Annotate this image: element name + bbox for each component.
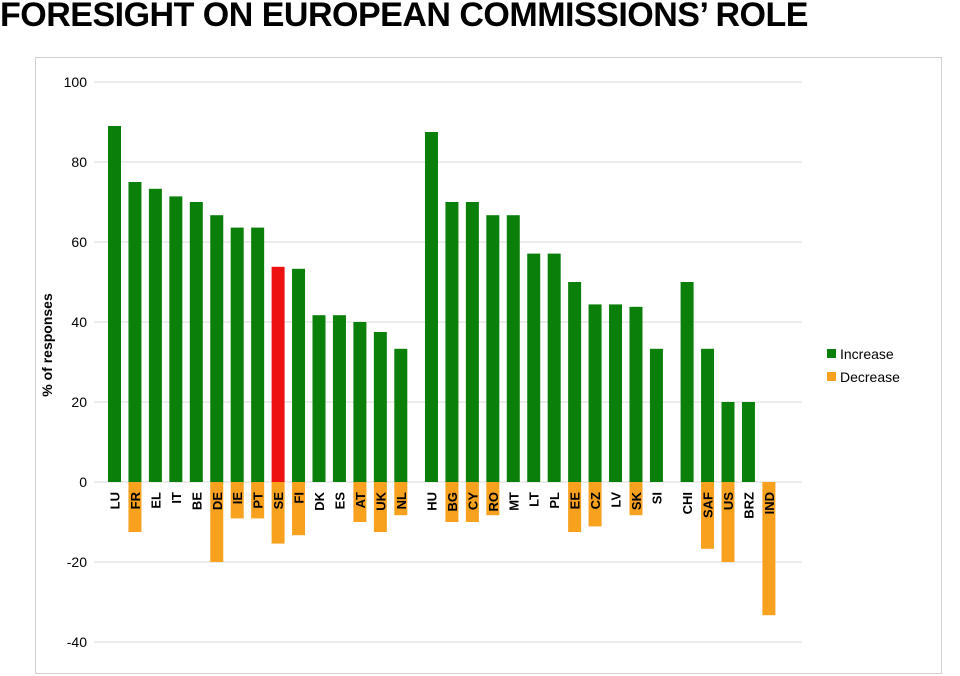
- category-label: CZ: [588, 492, 603, 509]
- chart-frame: 100 80 60 40 20 0 -20 -40 LU FR EL IT BE DE IE PT SE FI D…: [35, 57, 942, 674]
- bar-increase-be: [189, 202, 203, 482]
- bar-increase-cz: [588, 304, 602, 482]
- bar-increase-lu: [108, 126, 121, 482]
- y-tick-label: 20: [71, 394, 87, 410]
- y-tick-label: 60: [71, 234, 87, 250]
- bar-decrease-fi: [292, 482, 306, 536]
- bar-increase-saf: [701, 348, 715, 482]
- bar-increase-pt: [251, 227, 265, 482]
- y-tick-label: 80: [71, 154, 87, 170]
- category-label: EE: [568, 492, 583, 510]
- bar-decrease-ind: [762, 482, 776, 616]
- category-label: UK: [373, 491, 388, 510]
- bar-increase-it: [169, 196, 183, 482]
- bar-decrease-bg: [445, 482, 459, 522]
- bar-decrease-cz: [588, 482, 602, 527]
- category-label: PT: [251, 492, 266, 509]
- y-axis-title: % of responses: [39, 293, 55, 397]
- bar-decrease-ro: [486, 482, 500, 516]
- bar-increase-at: [353, 322, 367, 482]
- bar-increase-chi: [680, 282, 694, 482]
- category-label: HU: [424, 492, 439, 511]
- bar-increase-fi: [292, 268, 306, 482]
- bar-decrease-nl: [394, 482, 408, 516]
- y-tick-label: -40: [67, 634, 87, 650]
- bar-decrease-us: [721, 482, 735, 562]
- bar-increase-si: [649, 348, 663, 482]
- category-label: RO: [486, 492, 501, 512]
- y-tick-label: 40: [71, 314, 87, 330]
- category-label: DK: [312, 491, 327, 510]
- category-label: DE: [210, 492, 225, 510]
- bar-increase-bg: [445, 202, 459, 482]
- bar-decrease-saf: [701, 482, 715, 549]
- category-label: SK: [629, 491, 644, 510]
- bar-chart: 100 80 60 40 20 0 -20 -40 LU FR EL IT BE DE IE PT SE FI D…: [39, 74, 900, 650]
- category-label: SAF: [701, 492, 716, 518]
- category-label: BG: [445, 492, 460, 512]
- bar-decrease-de: [210, 482, 224, 562]
- category-label: LV: [609, 492, 624, 508]
- category-label: CHI: [680, 492, 695, 514]
- bar-increase-brz: [741, 402, 755, 482]
- category-label: SE: [271, 492, 286, 510]
- legend-label-increase: Increase: [840, 346, 894, 362]
- bar-increase-se: [271, 266, 285, 482]
- category-label: EL: [148, 492, 163, 509]
- category-label: IT: [169, 492, 184, 504]
- bar-increase-el: [148, 188, 162, 483]
- bar-decrease-cy: [465, 482, 479, 522]
- category-label: BRZ: [741, 492, 756, 519]
- bar-increase-mt: [506, 215, 520, 482]
- y-tick-label: 0: [79, 474, 87, 490]
- bar-increase-lt: [527, 253, 541, 482]
- bar-increase-hu: [424, 132, 438, 482]
- category-label: NL: [394, 492, 409, 509]
- bar-increase-es: [332, 315, 346, 482]
- bar-decrease-ee: [568, 482, 582, 532]
- bar-decrease-fr: [128, 482, 142, 532]
- page-title: FORESIGHT ON EUROPEAN COMMISSIONS’ ROLE: [0, 0, 808, 34]
- category-label: IND: [762, 492, 777, 514]
- category-label: CY: [465, 492, 480, 510]
- bar-decrease-ie: [230, 482, 244, 519]
- bar-decrease-at: [353, 482, 367, 522]
- category-label: US: [721, 492, 736, 510]
- bar-decrease-uk: [373, 482, 387, 532]
- category-label: LU: [108, 492, 123, 509]
- bar-increase-dk: [312, 315, 326, 482]
- legend-swatch-increase: [827, 349, 836, 358]
- category-label: AT: [353, 492, 368, 508]
- bar-increase-us: [721, 402, 735, 482]
- y-tick-label: 100: [64, 74, 88, 90]
- category-label: ES: [332, 492, 347, 510]
- bar-increase-cy: [465, 202, 479, 482]
- bar-increase-sk: [629, 306, 643, 482]
- category-label: LT: [527, 492, 542, 507]
- bar-increase-pl: [547, 253, 561, 482]
- bar-increase-ro: [486, 215, 500, 482]
- category-label: IE: [230, 492, 245, 505]
- bar-decrease-pt: [251, 482, 265, 519]
- category-label: BE: [189, 492, 204, 510]
- legend-label-decrease: Decrease: [840, 369, 900, 385]
- bar-decrease-sk: [629, 482, 643, 516]
- legend-swatch-decrease: [827, 372, 836, 381]
- category-label: FI: [292, 492, 307, 504]
- bar-increase-uk: [373, 332, 387, 482]
- bar-increase-ie: [230, 227, 244, 482]
- bar-increase-lv: [609, 304, 623, 482]
- bar-increase-de: [210, 215, 224, 482]
- bar-increase-fr: [128, 182, 142, 482]
- bar-increase-nl: [394, 348, 408, 482]
- bar-increase-ee: [568, 282, 582, 482]
- category-label: SI: [649, 492, 664, 504]
- category-label: PL: [547, 492, 562, 509]
- category-label: MT: [506, 492, 521, 511]
- category-label: FR: [128, 491, 143, 509]
- bar-decrease-se: [271, 482, 285, 544]
- y-tick-label: -20: [67, 554, 87, 570]
